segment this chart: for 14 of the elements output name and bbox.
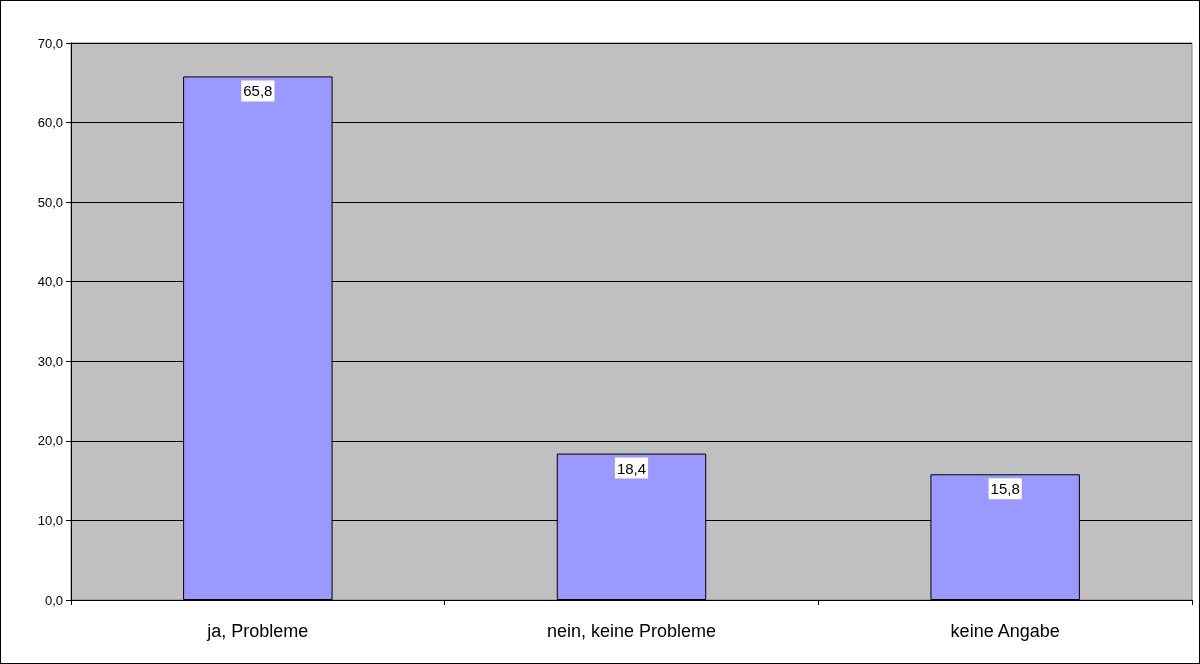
y-tick-label: 10,0 [37,512,63,528]
y-tick-label: 50,0 [37,194,63,210]
y-tick-label: 20,0 [37,433,63,449]
y-tick-label: 40,0 [37,274,63,290]
y-tick-label: 30,0 [37,353,63,369]
y-tick-label: 70,0 [37,35,63,51]
data-label: 15,8 [990,480,1020,498]
y-tick-label: 60,0 [37,115,63,131]
x-tick-label: nein, keine Probleme [546,621,717,641]
data-label: 65,8 [243,82,273,100]
x-tick-label: keine Angabe [950,621,1060,641]
x-tick-label: ja, Probleme [206,621,309,641]
data-label: 18,4 [616,459,647,477]
y-tick-label: 0,0 [44,592,63,608]
